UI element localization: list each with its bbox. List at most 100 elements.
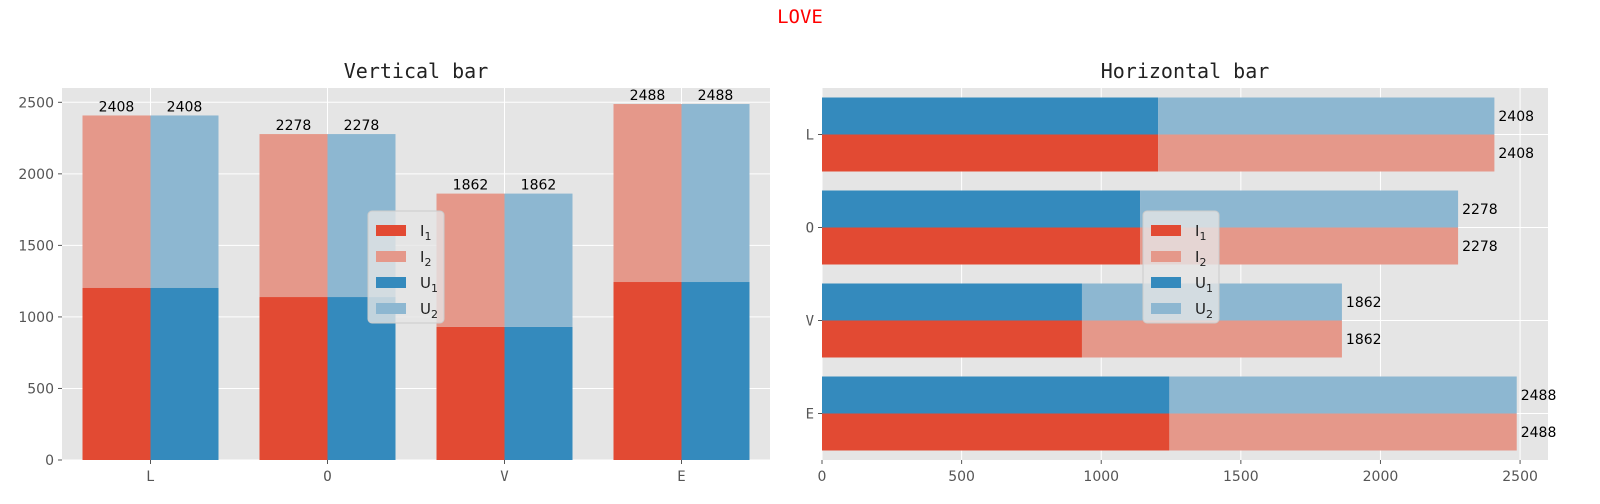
data-label-i-o: 2278 (1462, 239, 1498, 255)
bar-u2-l (150, 115, 219, 288)
data-label-i-v: 1862 (1346, 332, 1382, 348)
data-label-u-v: 1862 (521, 178, 557, 194)
y-tick-label: 500 (27, 381, 54, 397)
chart-title-horizontal: Horizontal bar (1101, 59, 1270, 83)
legend-swatch-i2 (1151, 251, 1181, 262)
bar-i1-o (822, 227, 1141, 265)
bar-i2-e (613, 104, 682, 283)
vertical-bar-chart: 0 500 1000 1500 2000 2500 L O V E 2408 2408 2278 2278… (18, 59, 770, 485)
bar-u1-e (822, 376, 1170, 414)
legend-subscript: 1 (1199, 230, 1206, 243)
bar-u1-e (681, 282, 750, 460)
data-label-u-o: 2278 (1462, 202, 1498, 218)
legend-entry-u1: U1 (1195, 274, 1213, 295)
bar-i2-l (1158, 134, 1495, 172)
bar-u1-o (327, 297, 396, 460)
bar-i1-o (259, 297, 328, 460)
chart-title-vertical: Vertical bar (344, 59, 489, 83)
y-tick-label: 2500 (18, 95, 54, 111)
legend-subscript: 1 (1206, 282, 1213, 295)
bar-i1-e (613, 282, 682, 460)
legend-label: U (420, 274, 431, 292)
data-label-i-e: 2488 (1521, 425, 1557, 441)
legend-label: U (420, 300, 431, 318)
legend-subscript: 2 (1206, 308, 1213, 321)
legend-swatch-i2 (376, 251, 406, 262)
data-label-u-l: 2408 (167, 99, 203, 115)
legend-subscript: 1 (424, 230, 431, 243)
bar-i1-e (822, 413, 1170, 451)
legend-swatch-u1 (376, 277, 406, 288)
bar-i1-v (436, 326, 505, 460)
figure-title: LOVE (777, 6, 823, 28)
legend-subscript: 2 (1199, 256, 1206, 269)
legend-entry-u2: U2 (1195, 300, 1213, 321)
legend-subscript: 1 (431, 282, 438, 295)
y-tick-label: 0 (45, 453, 54, 469)
legend-swatch-i1 (1151, 225, 1181, 236)
x-tick-label: 500 (948, 469, 975, 485)
legend-frame (367, 210, 445, 324)
data-label-u-e: 2488 (1521, 388, 1557, 404)
bar-u2-e (681, 104, 750, 283)
data-label-u-v: 1862 (1346, 295, 1382, 311)
data-label-i-l: 2408 (1498, 146, 1534, 162)
legend-label: I (1195, 222, 1199, 240)
legend-entry-i2: I2 (420, 248, 431, 269)
bar-u1-v (504, 326, 573, 460)
bar-i1-v (822, 320, 1082, 358)
bar-i2-e (1169, 413, 1517, 451)
x-tick-label: 1000 (1083, 469, 1119, 485)
legend-label: U (1195, 300, 1206, 318)
data-label-u-o: 2278 (344, 118, 380, 134)
bar-i2-v (436, 193, 505, 327)
x-tick-label: 1500 (1223, 469, 1259, 485)
legend-entry-u1: U1 (420, 274, 438, 295)
bar-i1-l (822, 134, 1159, 172)
bar-u1-o (822, 190, 1141, 228)
bar-i1-l (82, 287, 151, 460)
x-tick-label-e: E (677, 469, 685, 485)
x-tick-label: 2500 (1502, 469, 1538, 485)
y-tick-label-e: E (806, 407, 814, 423)
bar-i2-v (1081, 320, 1342, 358)
y-tick-label-l: L (806, 128, 814, 144)
legend-label: I (420, 248, 424, 266)
data-label-i-e: 2488 (630, 88, 666, 104)
data-label-i-o: 2278 (276, 118, 312, 134)
data-label-i-v: 1862 (453, 178, 489, 194)
legend-entry-i1: I1 (420, 222, 431, 243)
data-label-u-l: 2408 (1498, 109, 1534, 125)
legend-label: U (1195, 274, 1206, 292)
legend-entry-i2: I2 (1195, 248, 1206, 269)
legend-swatch-u2 (1151, 303, 1181, 314)
y-tick-label: 1000 (18, 310, 54, 326)
legend-label: I (1195, 248, 1199, 266)
bar-u1-v (822, 283, 1082, 321)
legend-swatch-u1 (1151, 277, 1181, 288)
x-tick-label: 0 (818, 469, 827, 485)
legend-entry-u2: U2 (420, 300, 438, 321)
data-label-u-e: 2488 (698, 88, 734, 104)
legend-entry-i1: I1 (1195, 222, 1206, 243)
bar-u1-l (822, 97, 1159, 135)
data-label-i-l: 2408 (99, 99, 135, 115)
y-tick-label-v: V (806, 314, 815, 330)
legend-subscript: 2 (431, 308, 438, 321)
bar-u2-v (504, 193, 573, 327)
bar-u1-l (150, 287, 219, 460)
y-tick-label: 2000 (18, 167, 54, 183)
legend-subscript: 2 (424, 256, 431, 269)
horizontal-bar-chart: 0 500 1000 1500 2000 2500 L O V E 2408 2408 2278 2278… (806, 59, 1557, 485)
bar-u2-e (1169, 376, 1517, 414)
bar-i2-o (259, 134, 328, 298)
x-tick-label-v: V (500, 469, 509, 485)
legend-swatch-u2 (376, 303, 406, 314)
y-tick-label: 1500 (18, 238, 54, 254)
x-tick-label-l: L (146, 469, 154, 485)
bar-i2-l (82, 115, 151, 288)
x-tick-label-o: O (323, 469, 331, 485)
